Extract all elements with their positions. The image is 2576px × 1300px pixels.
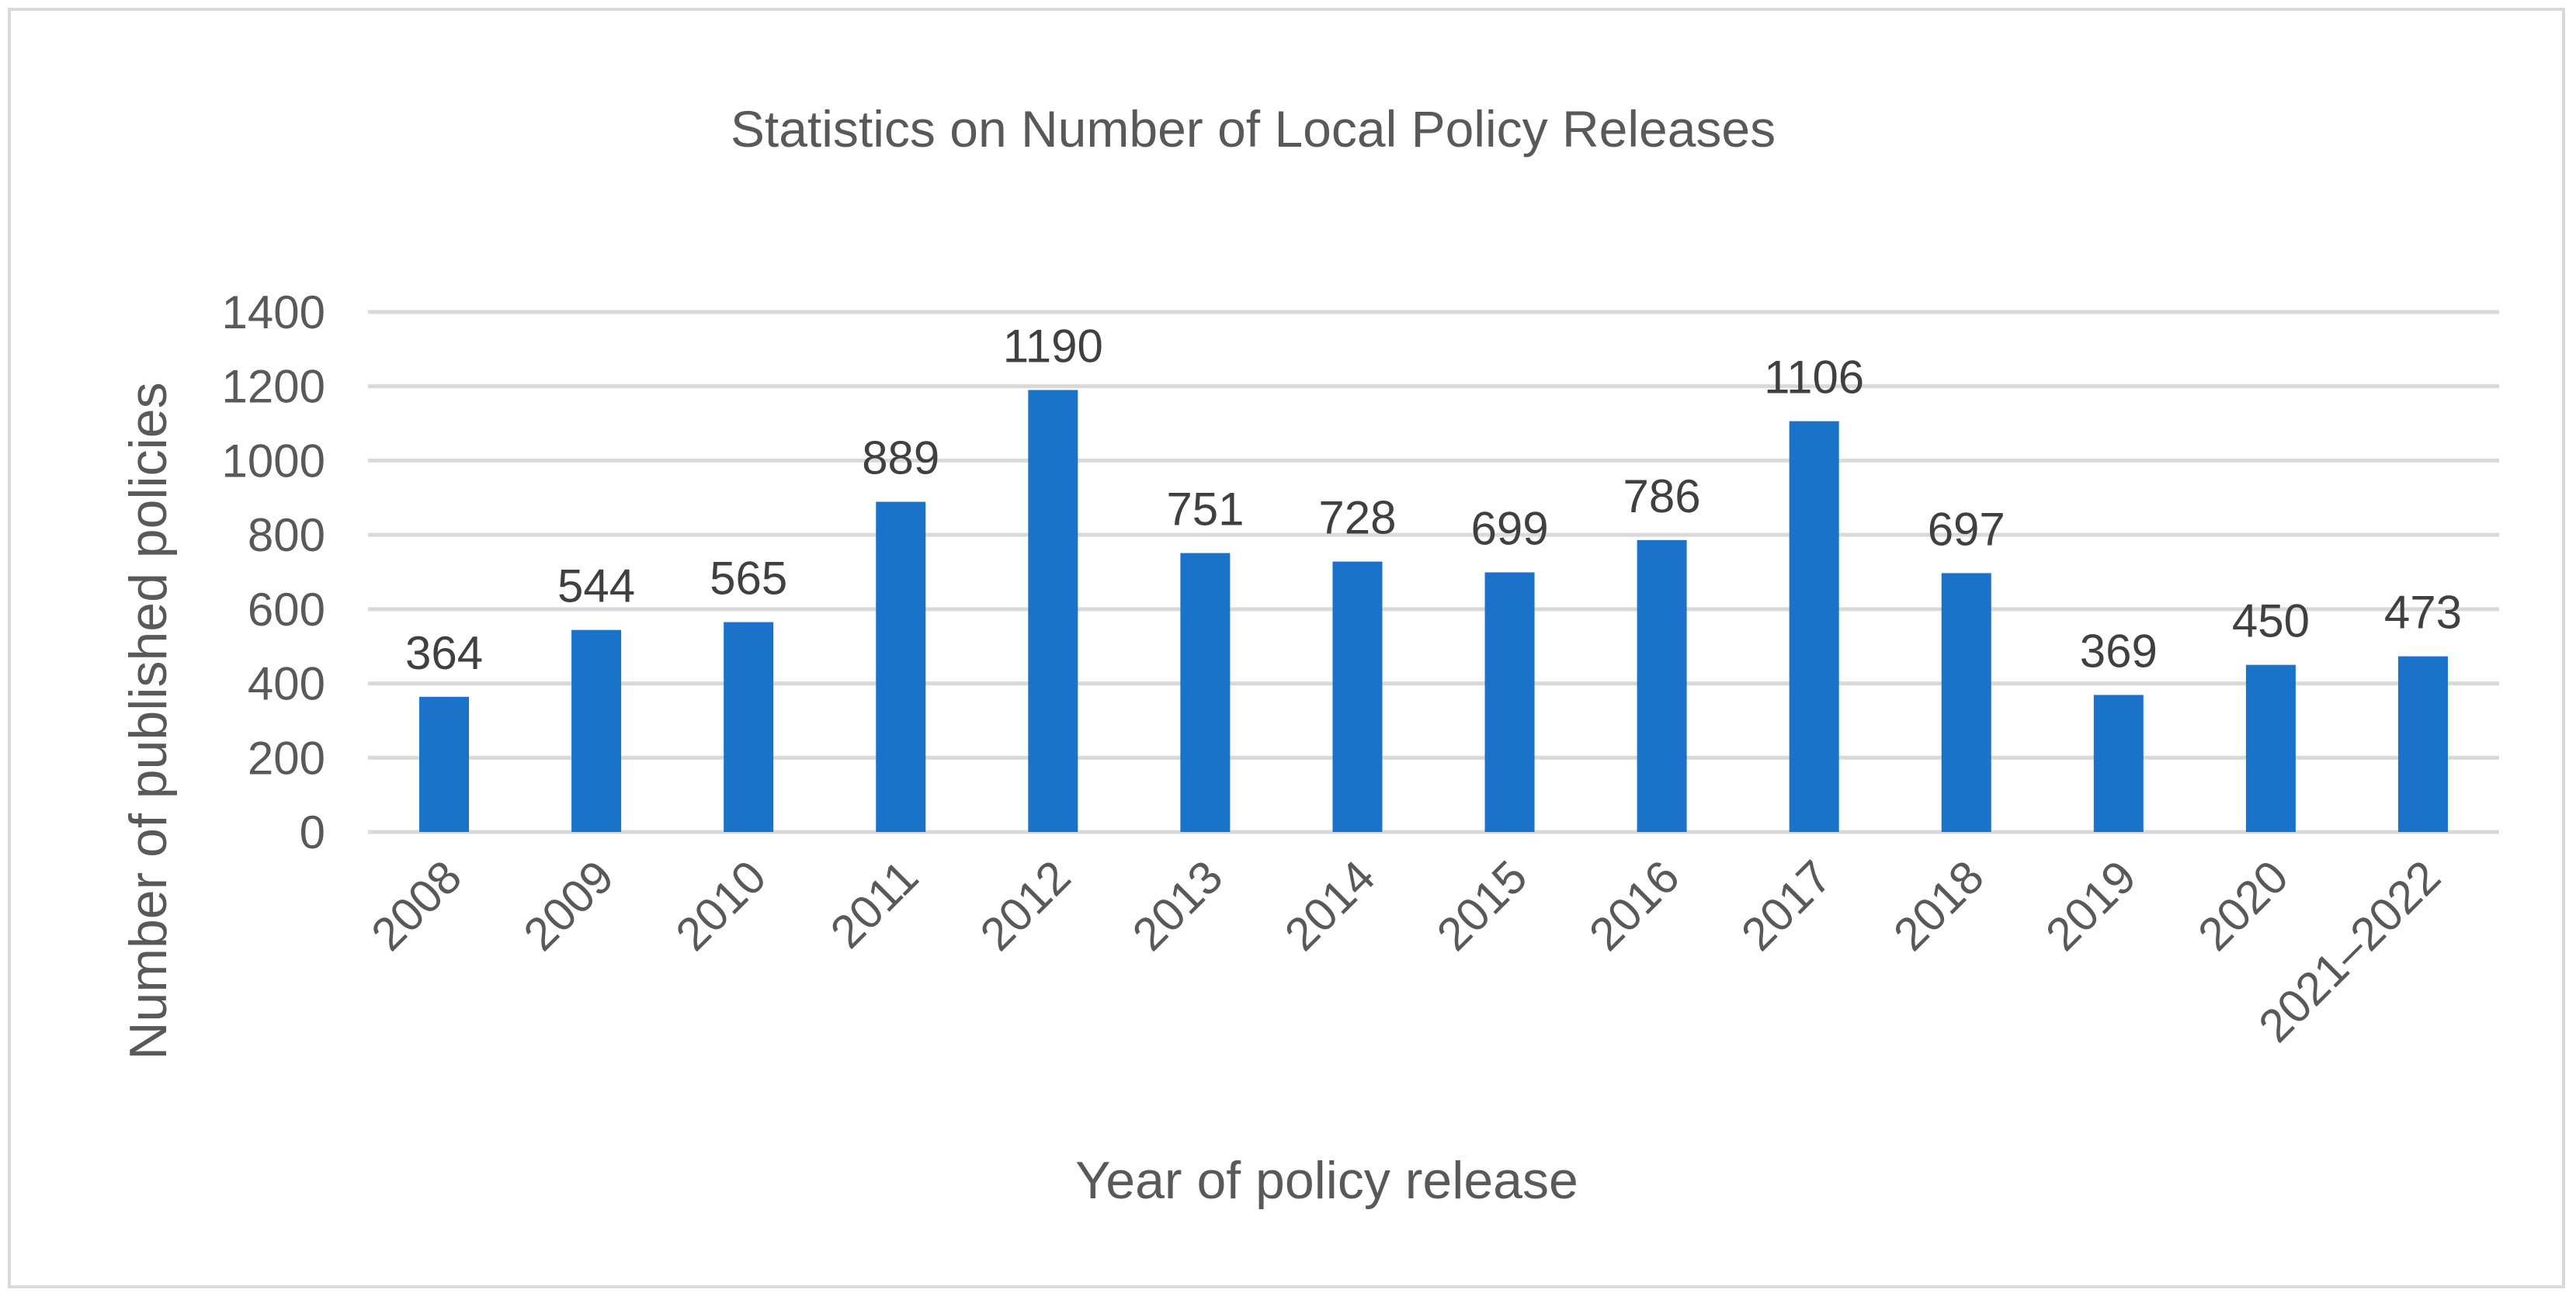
- data-label-2008: 364: [405, 627, 483, 679]
- bar-chart: Statistics on Number of Local Policy Rel…: [119, 100, 2499, 1210]
- bar-2021–2022: [2397, 656, 2448, 832]
- bar-2013: [1180, 553, 1231, 832]
- data-label-2015: 699: [1470, 502, 1548, 554]
- y-tick-label: 1000: [222, 435, 325, 487]
- bar-2012: [1028, 390, 1078, 832]
- data-label-2021–2022: 473: [2384, 587, 2462, 639]
- y-axis-title: Number of published policies: [119, 382, 178, 1059]
- y-tick-label: 0: [300, 806, 325, 858]
- x-tick-label: 2009: [514, 851, 624, 961]
- data-label-2010: 565: [710, 553, 787, 605]
- bar-2010: [724, 622, 774, 832]
- x-axis-ticks: 2008 2009 2010 2011 2012 2013 2014 2015 2016 2017…: [361, 851, 2450, 1052]
- bar-2018: [1941, 573, 1991, 832]
- y-tick-label: 800: [248, 509, 325, 561]
- bar-2019: [2093, 695, 2144, 832]
- data-label-2011: 889: [862, 432, 939, 484]
- x-tick-label: 2019: [2036, 851, 2146, 961]
- chart-frame: Statistics on Number of Local Policy Rel…: [8, 8, 2565, 1288]
- y-axis-ticks: 0 200 400 600 800 1000 1200 1400: [222, 286, 325, 858]
- bar-2008: [419, 696, 470, 832]
- gridlines: [368, 310, 2499, 834]
- y-tick-label: 1400: [222, 286, 325, 338]
- data-label-2012: 1190: [1003, 321, 1103, 373]
- bars: [419, 390, 2448, 832]
- x-tick-label: 2015: [1427, 851, 1537, 961]
- y-tick-label: 400: [248, 658, 325, 710]
- y-tick-label: 200: [248, 732, 325, 784]
- x-axis-title: Year of policy release: [1075, 1151, 1578, 1210]
- y-tick-label: 1200: [222, 361, 325, 413]
- chart-title: Statistics on Number of Local Policy Rel…: [731, 100, 1776, 158]
- x-tick-label: 2016: [1579, 851, 1689, 961]
- data-label-2018: 697: [1928, 503, 2005, 555]
- x-tick-label: 2020: [2188, 851, 2298, 961]
- data-label-2014: 728: [1318, 492, 1396, 544]
- bar-2014: [1332, 561, 1383, 832]
- x-tick-label: 2014: [1275, 851, 1385, 961]
- data-label-2019: 369: [2080, 625, 2158, 677]
- bar-2009: [571, 629, 622, 832]
- x-tick-label: 2018: [1883, 851, 1994, 961]
- data-label-2020: 450: [2232, 595, 2310, 647]
- x-tick-label: 2010: [666, 851, 776, 961]
- x-tick-label: 2012: [970, 851, 1081, 961]
- data-labels: 364 544 565 889 1190 751 728 699 786 1106 697 369 45…: [405, 321, 2462, 679]
- x-tick-label: 2017: [1731, 851, 1842, 961]
- x-tick-label: 2013: [1123, 851, 1233, 961]
- data-label-2013: 751: [1166, 484, 1244, 536]
- data-label-2017: 1106: [1764, 352, 1864, 404]
- y-tick-label: 600: [248, 584, 325, 636]
- x-tick-label: 2011: [821, 851, 929, 959]
- x-tick-label: 2008: [361, 851, 471, 961]
- data-label-2009: 544: [557, 560, 635, 612]
- bar-2016: [1637, 539, 1687, 832]
- data-label-2016: 786: [1623, 470, 1701, 522]
- bar-2011: [876, 501, 926, 832]
- bar-2015: [1484, 572, 1535, 832]
- bar-2017: [1789, 421, 1839, 832]
- bar-2020: [2245, 664, 2296, 832]
